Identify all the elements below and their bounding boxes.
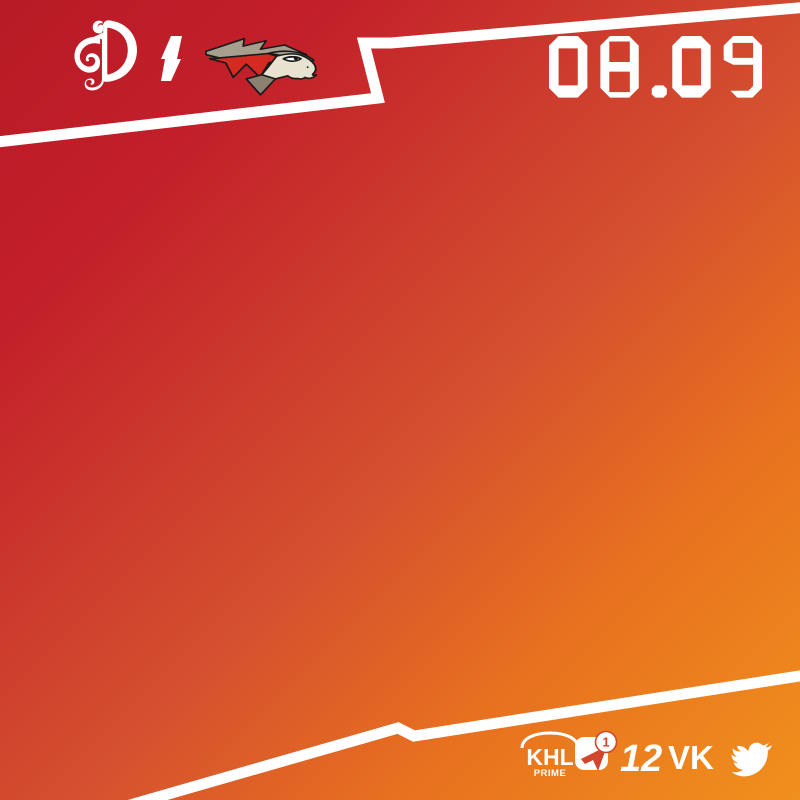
svg-text:VK: VK <box>668 739 714 776</box>
svg-text:KHL: KHL <box>526 744 573 770</box>
svg-text:PRIME: PRIME <box>534 768 567 779</box>
svg-text:12: 12 <box>620 738 662 780</box>
svg-text:1: 1 <box>602 735 609 750</box>
